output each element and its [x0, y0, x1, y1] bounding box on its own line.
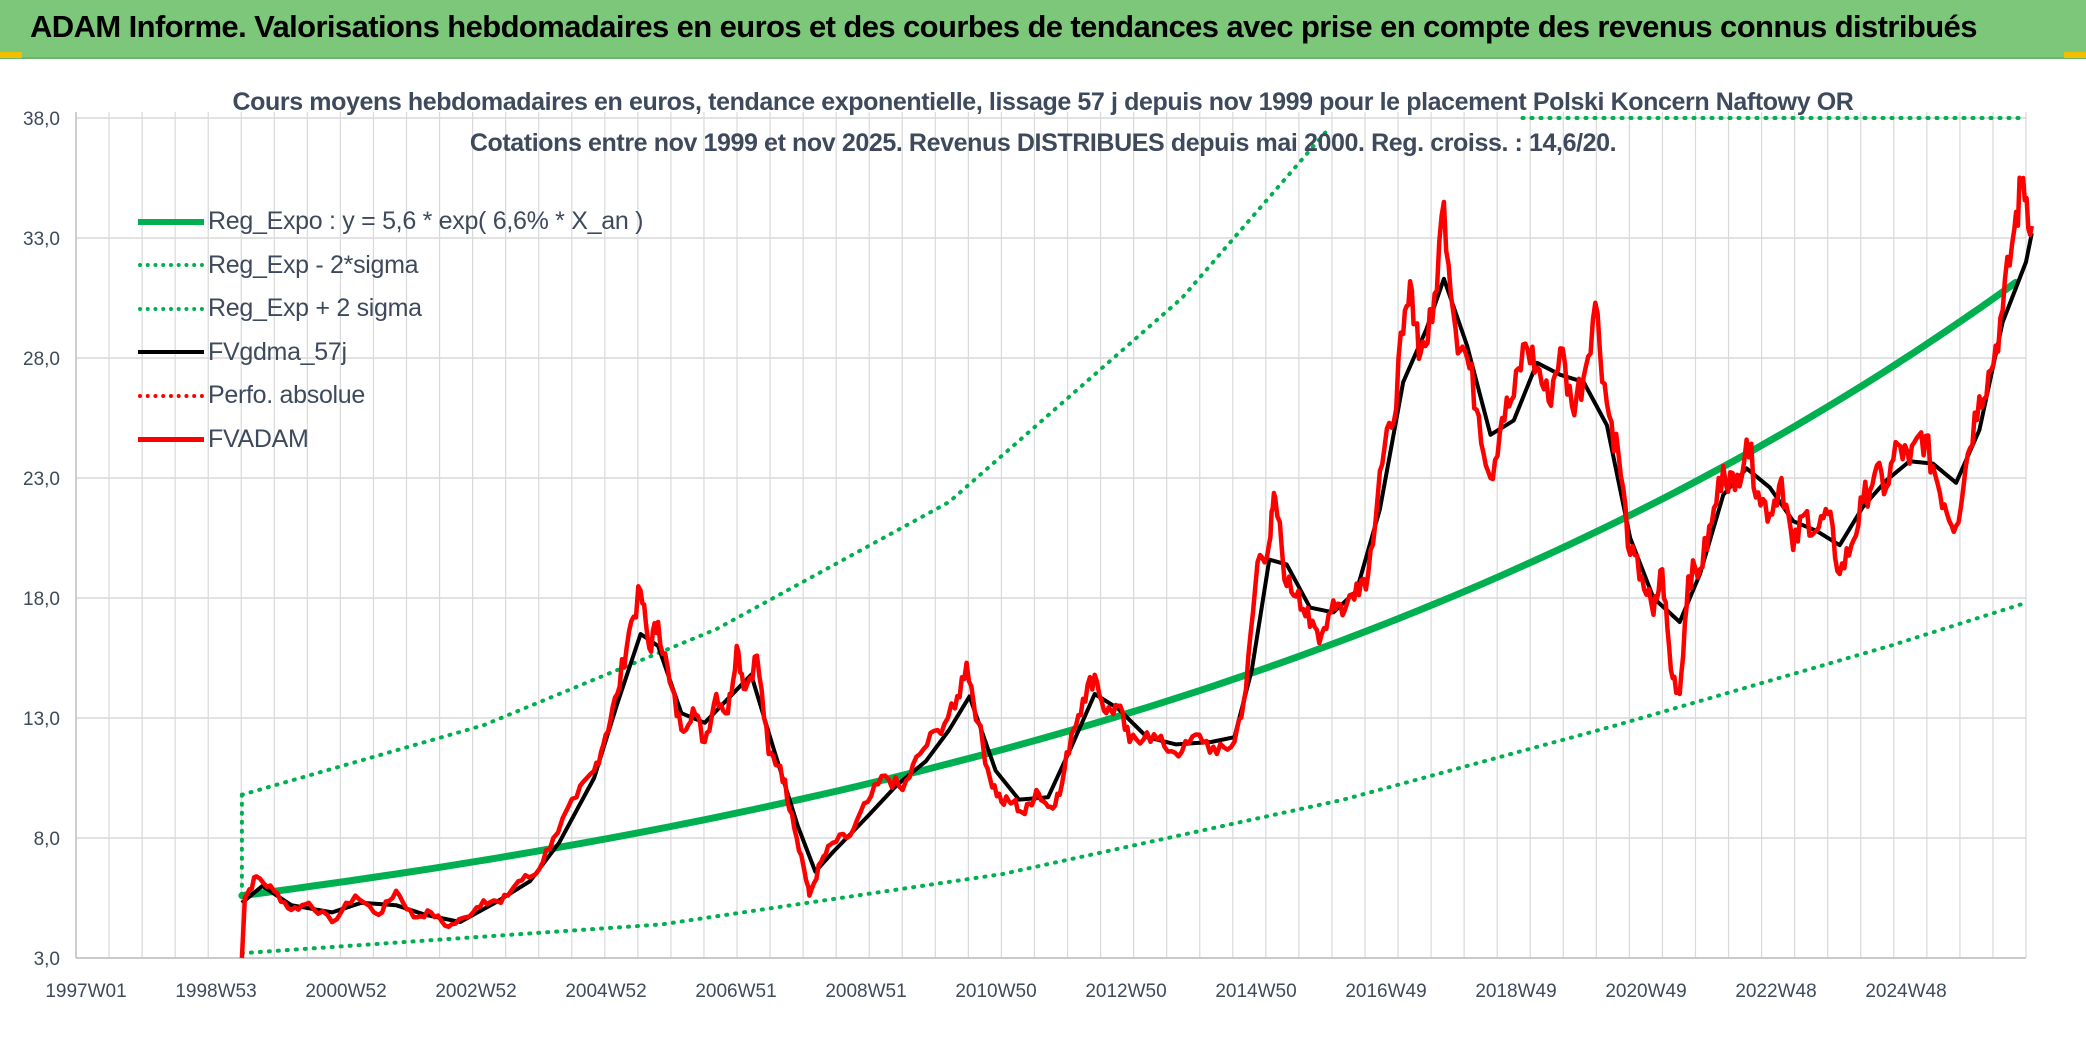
x-tick-label: 2012W50: [1085, 981, 1166, 1002]
legend-swatch-reg-plus: [138, 304, 204, 314]
legend-label: FVADAM: [208, 424, 309, 453]
legend-entry: Reg_Expo : y = 5,6 * exp( 6,6% * X_an ): [138, 200, 643, 244]
legend-label: Reg_Exp - 2*sigma: [208, 250, 419, 279]
legend-entry: Perfo. absolue: [138, 374, 643, 418]
y-tick-label: 23,0: [23, 469, 60, 490]
series-reg-minus-2sigma: [239, 600, 2028, 956]
legend-swatch-reg-minus: [138, 260, 204, 270]
legend-entry: FVgdma_57j: [138, 331, 643, 375]
y-tick-label: 38,0: [23, 109, 60, 130]
x-tick-label: 1997W01: [45, 981, 126, 1002]
y-tick-label: 18,0: [23, 589, 60, 610]
corner-marker-right: [2064, 52, 2086, 58]
x-tick-label: 2014W50: [1215, 981, 1296, 1002]
report-banner: ADAM Informe. Valorisations hebdomadaire…: [0, 0, 2086, 59]
series-reg-expo: [238, 278, 2020, 900]
report-title: ADAM Informe. Valorisations hebdomadaire…: [30, 9, 1977, 44]
x-tick-label: 2004W52: [565, 981, 646, 1002]
y-tick-label: 8,0: [34, 829, 60, 850]
chart-title: Cours moyens hebdomadaires en euros, ten…: [232, 88, 1854, 116]
x-tick-label: 2018W49: [1475, 981, 1556, 1002]
legend-label: Perfo. absolue: [208, 381, 366, 410]
corner-marker-left: [0, 52, 22, 58]
y-tick-label: 3,0: [34, 949, 60, 970]
y-tick-label: 13,0: [23, 709, 60, 730]
legend-swatch-fvgdma: [138, 347, 204, 357]
legend-label: Reg_Expo : y = 5,6 * exp( 6,6% * X_an ): [208, 207, 644, 236]
chart-subtitle: Cotations entre nov 1999 et nov 2025. Re…: [469, 129, 1617, 157]
chart-legend: Reg_Expo : y = 5,6 * exp( 6,6% * X_an ) …: [138, 200, 643, 461]
x-tick-label: 2002W52: [435, 981, 516, 1002]
x-tick-label: 2020W49: [1605, 981, 1686, 1002]
x-tick-label: 2024W48: [1865, 981, 1946, 1002]
y-tick-label: 28,0: [23, 349, 60, 370]
legend-entry: FVADAM: [138, 418, 643, 462]
legend-entry: Reg_Exp - 2*sigma: [138, 244, 643, 288]
x-tick-label: 2022W48: [1735, 981, 1816, 1002]
x-tick-label: 2008W51: [825, 981, 906, 1002]
y-tick-label: 33,0: [23, 229, 60, 250]
x-tick-label: 2016W49: [1345, 981, 1426, 1002]
series-fvgdma-57j: [240, 232, 2034, 924]
x-tick-label: 2006W51: [695, 981, 776, 1002]
legend-entry: Reg_Exp + 2 sigma: [138, 287, 643, 331]
legend-label: Reg_Exp + 2 sigma: [208, 294, 422, 323]
legend-swatch-fvadam: [138, 434, 204, 444]
series-fvadam: [239, 175, 2035, 959]
legend-swatch-reg-expo: [138, 217, 204, 227]
series-reg-plus-2sigma: [239, 128, 1330, 797]
x-tick-label: 2000W52: [305, 981, 386, 1002]
x-tick-label: 2010W50: [955, 981, 1036, 1002]
legend-swatch-perfo: [138, 391, 204, 401]
x-tick-label: 1998W53: [175, 981, 256, 1002]
legend-label: FVgdma_57j: [208, 337, 347, 366]
